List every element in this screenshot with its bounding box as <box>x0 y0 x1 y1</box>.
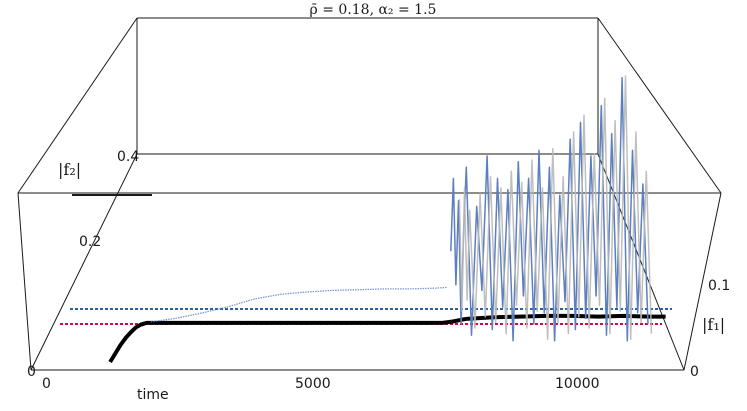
frame-floor-right-diag <box>597 153 685 371</box>
frame-floor-left-diag <box>30 153 138 371</box>
y-tick-0: 0 <box>690 364 699 380</box>
z-tick-0: 0 <box>27 364 36 380</box>
x-tick-2: 10000 <box>555 376 600 392</box>
series-f1-noisy <box>450 76 649 342</box>
x-tick-1: 5000 <box>295 376 331 392</box>
series-main <box>108 313 666 364</box>
z-tick-1: 0.2 <box>79 234 101 250</box>
plot-frame <box>17 17 722 371</box>
series-f1-transient <box>150 286 447 323</box>
frame-top-left-diag <box>17 17 138 194</box>
chart-title: ρ̄ = 0.18, α₂ = 1.5 <box>310 2 437 18</box>
x-axis-label: time <box>137 387 169 403</box>
x-tick-0: 0 <box>42 376 51 392</box>
frame-front-left <box>17 192 32 371</box>
series-f2-noisy <box>458 75 653 340</box>
z-axis-label: |f₂| <box>58 160 81 179</box>
frame-top-right-diag <box>597 17 722 194</box>
series-layer <box>108 75 666 364</box>
frame-front-right <box>683 192 722 371</box>
y-axis-label: |f₁| <box>702 315 725 334</box>
z-tick-2: 0.4 <box>117 149 139 165</box>
y-tick-1: 0.1 <box>708 278 730 294</box>
